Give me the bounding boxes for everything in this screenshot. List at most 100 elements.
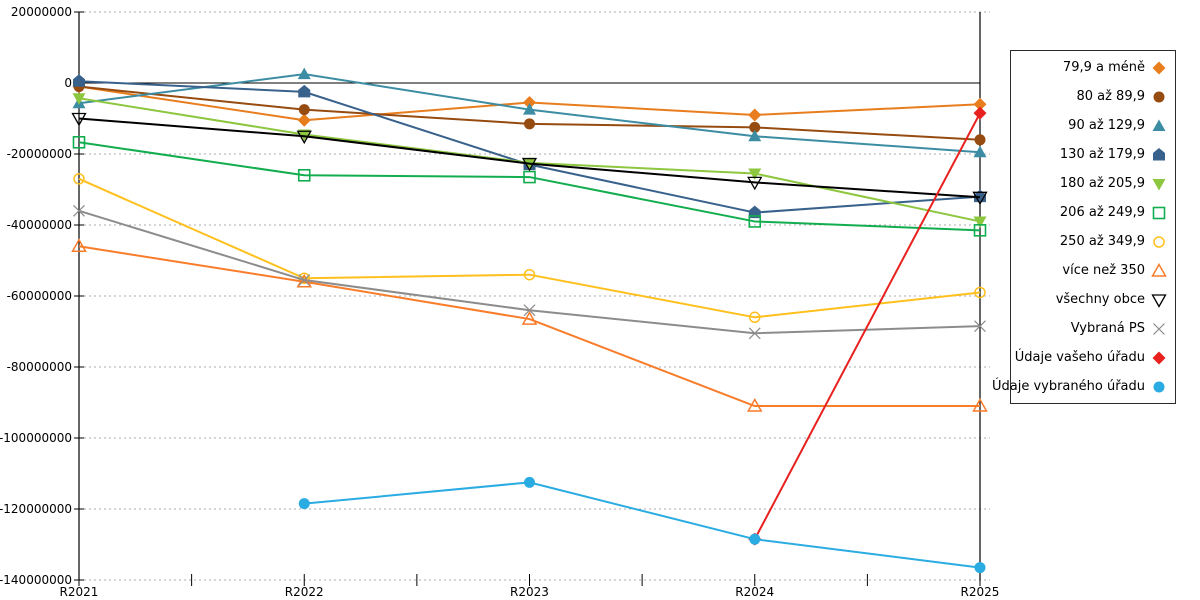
circle-open-marker [1153,235,1165,248]
diamond-marker [297,113,311,127]
diamond-marker [748,108,762,122]
circle-open-marker-icon [1153,235,1165,248]
legend-item-label: 250 až 349,9 [1059,234,1145,249]
series-12 [298,476,986,574]
square-open-marker [1152,206,1166,219]
pentagon-marker [1153,147,1165,160]
diamond-marker [1152,61,1166,74]
circle-marker [1153,381,1165,392]
triangle-up-marker [748,129,762,142]
triangle-down-open-marker [1151,293,1167,308]
legend-item: Vybraná PS [1015,320,1167,338]
x-cross-marker [523,304,536,317]
circle-marker [298,104,310,116]
triangle-up-open-marker [1151,262,1167,277]
pentagon-marker [73,74,85,87]
legend-item: 80 až 89,9 [1015,88,1167,106]
x-cross-marker [73,204,85,217]
circle-marker [974,562,986,574]
legend-item-label: 130 až 179,9 [1059,147,1145,162]
legend-item-label: 90 až 129,9 [1068,118,1145,133]
series-3 [72,67,987,158]
series-7 [73,173,986,324]
legend-item: 206 až 249,9 [1015,204,1167,222]
triangle-up-open-marker [746,398,763,412]
legend-item: všechny obce [1015,291,1167,309]
triangle-down-open-marker [972,191,988,206]
triangle-down-open-marker [521,157,538,172]
series-4 [73,74,986,219]
series-6 [72,135,987,237]
circle-open-marker [73,173,85,185]
x-cross-marker-icon [1153,322,1165,335]
series-line [78,209,981,335]
triangle-down-marker [72,93,86,105]
circle-open-marker [749,311,761,324]
circle-marker-icon [1153,381,1165,392]
x-axis-tick-label: R2021 [60,585,99,599]
diamond-marker-icon [1152,351,1166,364]
legend-item: Údaje vybraného úřadu [992,378,1167,396]
triangle-down-marker [973,216,987,228]
x-axis-tick-label: R2025 [961,585,1000,599]
circle-marker [298,498,310,510]
series-line [304,481,981,569]
x-cross-marker [974,320,986,333]
triangle-down-open-marker [71,112,87,127]
legend-item-label: 79,9 a méně [1062,60,1145,75]
x-axis-tick-label: R2022 [285,585,324,599]
series-line [78,141,981,232]
triangle-up-open-marker [71,238,87,253]
legend-item-label: více než 350 [1062,263,1145,278]
series-2 [73,81,986,146]
legend-item-label: Vybraná PS [1070,321,1145,336]
x-cross-marker [298,274,311,286]
series-9 [71,112,988,206]
diamond-marker [523,96,536,110]
y-axis-tick-label: -60000000 [7,289,72,303]
circle-marker [1153,91,1165,102]
legend: 79,9 a méně 80 až 89,9 90 až 129,9 130 až 1… [992,50,1176,404]
triangle-up-open-marker-icon [1151,262,1167,277]
pentagon-marker [748,205,761,219]
series-10 [73,204,986,340]
diamond-marker [973,106,987,120]
legend-item: 180 až 205,9 [1015,175,1167,193]
circle-marker [974,134,986,146]
triangle-up-marker-icon [1152,119,1166,131]
x-axis-tick-label: R2024 [735,585,774,599]
y-axis-tick-label: -100000000 [0,431,72,445]
y-axis-tick-label: -40000000 [7,218,72,232]
diamond-marker-icon [1152,61,1166,74]
legend-item-label: Údaje vybraného úřadu [991,379,1145,394]
square-open-marker [748,215,762,228]
legend-item-label: všechny obce [1055,292,1145,307]
series-line [78,245,980,408]
square-open-marker [297,169,311,182]
legend-item: 90 až 129,9 [1015,117,1167,135]
triangle-down-marker [748,168,762,181]
x-cross-marker [1153,322,1165,335]
y-axis-tick-label: -140000000 [0,573,72,587]
triangle-up-marker [1152,119,1166,131]
legend-item-label: 180 až 205,9 [1059,176,1145,191]
circle-marker [524,118,535,130]
series-8 [71,238,988,412]
legend-item: 130 až 179,9 [1015,146,1167,164]
series-line [753,112,981,540]
square-open-marker [72,135,86,149]
legend-item-label: Údaje vašeho úřadu [1014,350,1145,365]
circle-marker [749,121,761,133]
triangle-up-marker [297,67,311,80]
legend-item-label: 80 až 89,9 [1076,89,1145,104]
square-open-marker [523,170,536,184]
legend-item-label: 206 až 249,9 [1059,205,1145,220]
x-axis: R2021 R2022 R2023 R2024 R2025 [60,574,1000,599]
y-axis-tick-label: -120000000 [0,502,72,516]
triangle-down-marker [297,129,311,141]
triangle-up-marker [973,145,987,158]
triangle-down-marker-icon [1152,178,1166,190]
diamond-marker [973,97,987,111]
